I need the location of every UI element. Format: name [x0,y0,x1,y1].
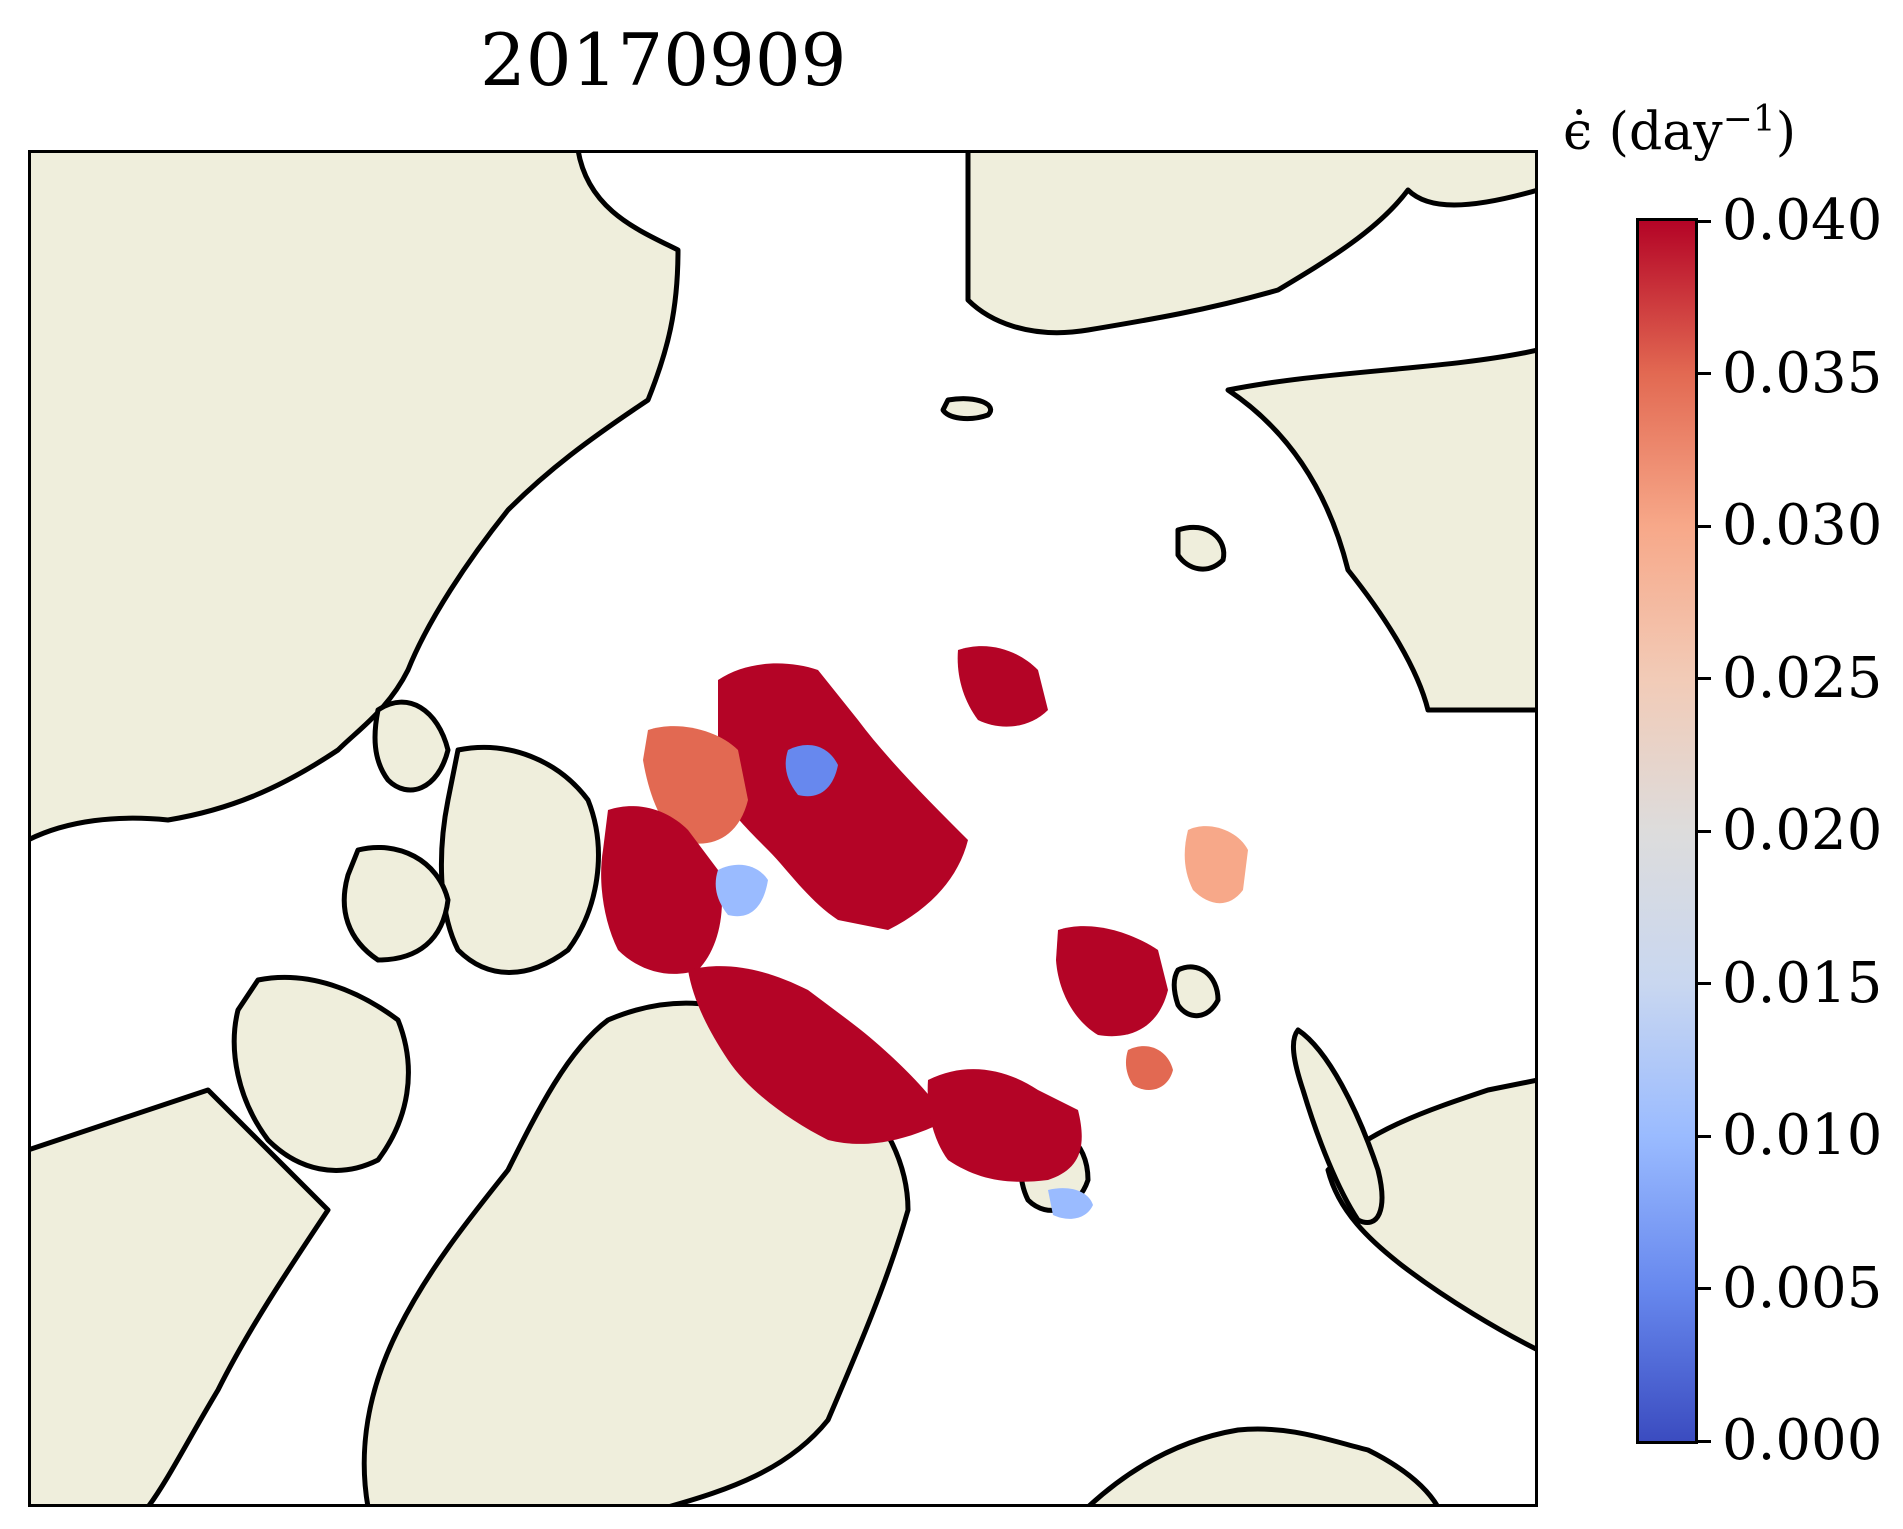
colorbar-tick [1697,524,1711,528]
colorbar-tick-label: 0.005 [1722,1255,1883,1321]
land-alaska-canada [28,150,681,843]
deformation-patch-6 [1056,926,1168,1037]
arctic-map [28,150,1538,1507]
colorbar-tick [1697,372,1711,375]
colorbar-label: ϵ̇ (day−1) [1563,90,1796,162]
colorbar-tick [1697,677,1711,680]
colorbar-tick-label: 0.035 [1722,340,1883,406]
colorbar-tick [1697,982,1711,985]
colorbar-tick [1697,829,1711,833]
land-new-siberian-islands [1175,524,1227,572]
deformation-patch-9 [715,864,768,917]
deformation-layer [601,646,1248,1219]
deformation-patch-1 [718,663,968,930]
deformation-patch-3 [601,806,722,974]
colorbar-tick-label: 0.030 [1722,493,1883,558]
deformation-patch-4 [688,966,948,1144]
deformation-patch-12 [1048,1188,1093,1219]
colorbar-tick-label: 0.010 [1722,1103,1883,1168]
land-siberia-east [1225,347,1538,713]
land-franz-josef [1171,964,1221,1019]
colorbar-tick-label: 0.025 [1722,645,1883,711]
land-banks-island [372,699,451,793]
deformation-patch-8 [1184,826,1248,904]
colorbar-tick-label: 0.020 [1722,798,1883,863]
colorbar-tick [1697,1439,1711,1443]
colorbar-label-symbol: ϵ̇ [1563,102,1593,163]
colorbar-label-close: ) [1775,102,1796,163]
colorbar-label-units: (day [1608,102,1723,163]
colorbar-tick [1697,1287,1711,1290]
deformation-patch-10 [785,745,838,797]
land-wrangel [940,396,993,422]
land-victoria-island [341,844,451,963]
land-siberia [965,150,1538,336]
colorbar-tick [1697,1134,1711,1138]
colorbar-tick [1697,219,1711,223]
colorbar-tick-label: 0.040 [1722,188,1883,253]
deformation-patch-7 [957,646,1048,727]
land-layer [28,150,1538,1507]
land-russia-west [1325,1077,1538,1353]
colorbar-label-exponent: −1 [1722,99,1776,140]
land-baffin-island [231,974,411,1173]
colorbar-tick-label: 0.015 [1722,950,1883,1016]
deformation-patch-5 [927,1069,1082,1182]
colorbar [1636,218,1698,1444]
deformation-patch-11 [1125,1046,1173,1090]
colorbar-tick-label: 0.000 [1722,1408,1883,1473]
deformation-patch-2 [643,726,748,844]
land-scandinavia [1085,1426,1441,1507]
land-canada-south [28,1087,331,1507]
land-novaya-zemlya [1291,1027,1385,1225]
map-title: 20170909 [480,18,847,102]
map-frame [28,150,1538,1507]
